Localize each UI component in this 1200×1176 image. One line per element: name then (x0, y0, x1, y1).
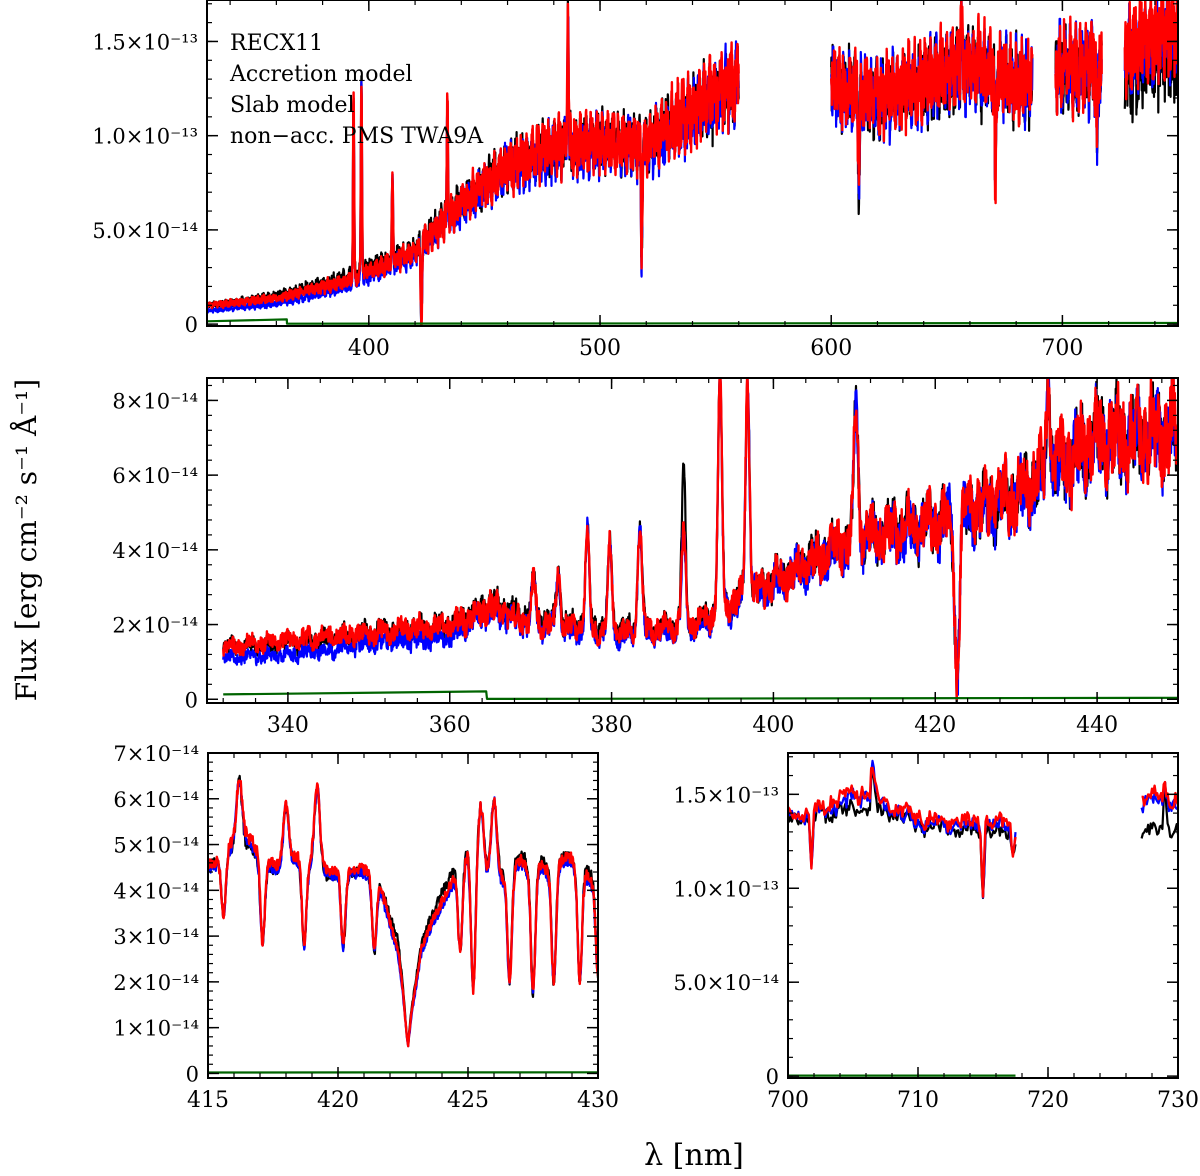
y-tick-label: 1.0×10⁻¹³ (673, 877, 779, 901)
panel-middle: 340 360 380 400 420 440 0 2×10⁻¹⁴ 4×10⁻¹⁴ 6×10⁻¹⁴… (112, 377, 1179, 738)
y-tick-label: 6×10⁻¹⁴ (112, 464, 198, 488)
series-slab-line (223, 690, 1178, 700)
y-tick-label: 1.0×10⁻¹³ (92, 125, 198, 149)
legend-accretion: Accretion model (229, 62, 413, 87)
x-tick-label: 500 (579, 336, 621, 361)
x-tick-label: 415 (187, 1088, 229, 1113)
series-accretion-line (208, 779, 598, 1048)
x-tick-label: 380 (591, 713, 633, 738)
x-tick-label: 440 (1076, 713, 1118, 738)
plot-area (207, 0, 1178, 326)
plot-frame (206, 377, 1179, 704)
y-tick-label: 0 (766, 1065, 779, 1089)
x-tick-label: 425 (447, 1088, 489, 1113)
y-tick-label: 0 (185, 313, 198, 337)
plot-area (788, 759, 1178, 1077)
panel-top: 400 500 600 700 0 5.0×10⁻¹⁴ 1.0×10⁻¹³ 1.5×10⁻¹³ (92, 0, 1179, 361)
panel-bottom-right: 700 710 720 730 0 5.0×10⁻¹⁴ 1.0×10⁻¹³ 1.5×10⁻¹³ (673, 752, 1199, 1113)
series-accretion-line (222, 378, 1178, 701)
legend-pms: non−acc. PMS TWA9A (230, 124, 484, 149)
plot-frame (787, 752, 1179, 1079)
x-tick-label: 400 (348, 336, 390, 361)
y-tick-label: 7×10⁻¹⁴ (113, 742, 199, 766)
y-tick-label: 5.0×10⁻¹⁴ (673, 971, 779, 995)
y-tick-label: 3×10⁻¹⁴ (113, 925, 199, 949)
y-tick-label: 8×10⁻¹⁴ (112, 389, 198, 413)
x-tick-label: 600 (810, 336, 852, 361)
legend-recx11: RECX11 (230, 31, 323, 56)
panel-bottom-left: 415 420 425 430 0 1×10⁻¹⁴ 2×10⁻¹⁴ 3×10⁻¹⁴ 4×10⁻¹… (113, 742, 619, 1113)
y-tick-label: 1.5×10⁻¹³ (673, 783, 779, 807)
x-tick-label: 710 (897, 1088, 939, 1113)
y-tick-label: 4×10⁻¹⁴ (112, 539, 198, 563)
x-tick-label: 720 (1027, 1088, 1069, 1113)
x-tick-label: 360 (429, 713, 471, 738)
plot-area (208, 774, 598, 1074)
y-tick-label: 1×10⁻¹⁴ (113, 1017, 199, 1041)
y-tick-label: 1.5×10⁻¹³ (92, 30, 198, 54)
y-tick-label: 5×10⁻¹⁴ (113, 834, 199, 858)
y-tick-label: 6×10⁻¹⁴ (113, 788, 199, 812)
legend: RECX11 Accretion model Slab model non−ac… (229, 31, 484, 149)
y-axis-label: Flux [erg cm⁻² s⁻¹ Å⁻¹] (10, 379, 43, 701)
y-tick-label: 0 (186, 1062, 199, 1086)
x-tick-label: 700 (767, 1088, 809, 1113)
x-axis-label: λ [nm] (644, 1138, 744, 1173)
x-tick-label: 340 (267, 713, 309, 738)
x-tick-label: 700 (1041, 336, 1083, 361)
x-tick-label: 420 (914, 713, 956, 738)
x-tick-label: 420 (317, 1088, 359, 1113)
x-tick-label: 400 (752, 713, 794, 738)
series-accretion-line (788, 766, 1178, 898)
x-tick-label: 430 (577, 1088, 619, 1113)
y-tick-label: 5.0×10⁻¹⁴ (92, 219, 198, 243)
series-accretion-line (207, 0, 1178, 326)
y-tick-label: 2×10⁻¹⁴ (112, 614, 198, 638)
plot-area (222, 378, 1178, 703)
series-slab-line (207, 318, 1178, 325)
legend-slab: Slab model (230, 93, 355, 118)
plot-frame (207, 752, 599, 1079)
y-tick-label: 2×10⁻¹⁴ (113, 971, 199, 995)
y-tick-label: 4×10⁻¹⁴ (113, 879, 199, 903)
x-tick-label: 730 (1157, 1088, 1199, 1113)
y-tick-label: 0 (185, 688, 198, 712)
